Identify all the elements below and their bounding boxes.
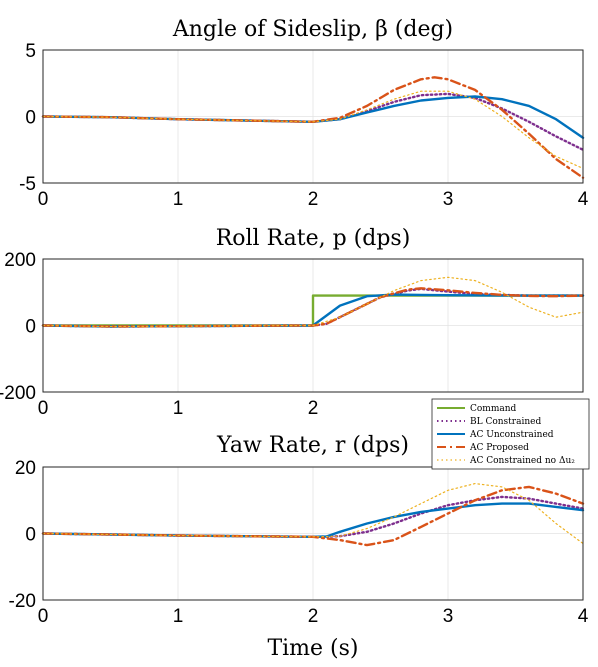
x-tick-label: 1: [173, 189, 184, 210]
x-tick-label: 0: [38, 606, 49, 627]
legend-label-ac-constrained-no-u: AC Constrained no Δu₂: [469, 456, 575, 466]
series-line-ac-constrained-no-u: [42, 90, 584, 169]
x-tick-label: 4: [578, 606, 589, 627]
legend-label-ac-proposed: AC Proposed: [469, 443, 529, 453]
legend-label-ac-unconstrained: AC Unconstrained: [469, 430, 554, 440]
roll-rate-axes-box: [42, 258, 584, 393]
yaw-rate-title: Yaw Rate, r (dps): [216, 433, 409, 458]
y-tick-label: 0: [25, 525, 36, 546]
y-tick-label: -20: [9, 591, 36, 612]
series-line-ac-proposed: [41, 76, 585, 179]
legend-label-command: Command: [470, 404, 517, 414]
y-tick-label: 200: [4, 250, 36, 271]
x-tick-label: 2: [308, 606, 319, 627]
legend: Command BL Constrained AC Unconstrained AC …: [431, 398, 590, 470]
yaw-rate-series: [41, 483, 585, 547]
series-line-ac-constrained-no-u: [42, 276, 584, 328]
x-tick-label: 3: [443, 606, 454, 627]
y-tick-label: -200: [0, 383, 36, 404]
x-tick-label: 0: [38, 398, 49, 419]
x-tick-label: 3: [443, 189, 454, 210]
x-tick-label: 2: [308, 189, 319, 210]
legend-label-bl-constrained: BL Constrained: [470, 417, 541, 427]
y-tick-label: 5: [25, 41, 36, 62]
series-line-ac-constrained-no-u: [42, 483, 584, 545]
y-tick-label: -5: [19, 174, 36, 195]
sideslip-title: Angle of Sideslip, β (deg): [172, 17, 453, 42]
sideslip-axes-box: [42, 49, 584, 184]
x-tick-label: 1: [173, 398, 184, 419]
x-tick-label: 2: [308, 398, 319, 419]
roll-rate-panel: Roll Rate, p (dps) 012342000-200: [0, 226, 589, 419]
x-tick-label: 0: [38, 189, 49, 210]
x-tick-label: 1: [173, 606, 184, 627]
x-tick-label: 4: [578, 189, 589, 210]
roll-rate-series: [41, 276, 585, 328]
series-line-ac-proposed: [41, 287, 585, 328]
yaw-rate-axes-box: [42, 466, 584, 601]
series-line-ac-unconstrained: [41, 502, 585, 538]
y-tick-label: 0: [25, 108, 36, 129]
x-axis-label: Time (s): [267, 636, 358, 661]
sideslip-series: [41, 76, 585, 179]
y-tick-label: 0: [25, 317, 36, 338]
roll-rate-title: Roll Rate, p (dps): [216, 226, 411, 251]
sideslip-ticks: 0 1 2 3 450-5: [19, 41, 589, 210]
y-tick-label: 20: [15, 458, 36, 479]
sideslip-panel: Angle of Sideslip, β (deg) 0 1 2 3 450-5: [19, 17, 589, 210]
